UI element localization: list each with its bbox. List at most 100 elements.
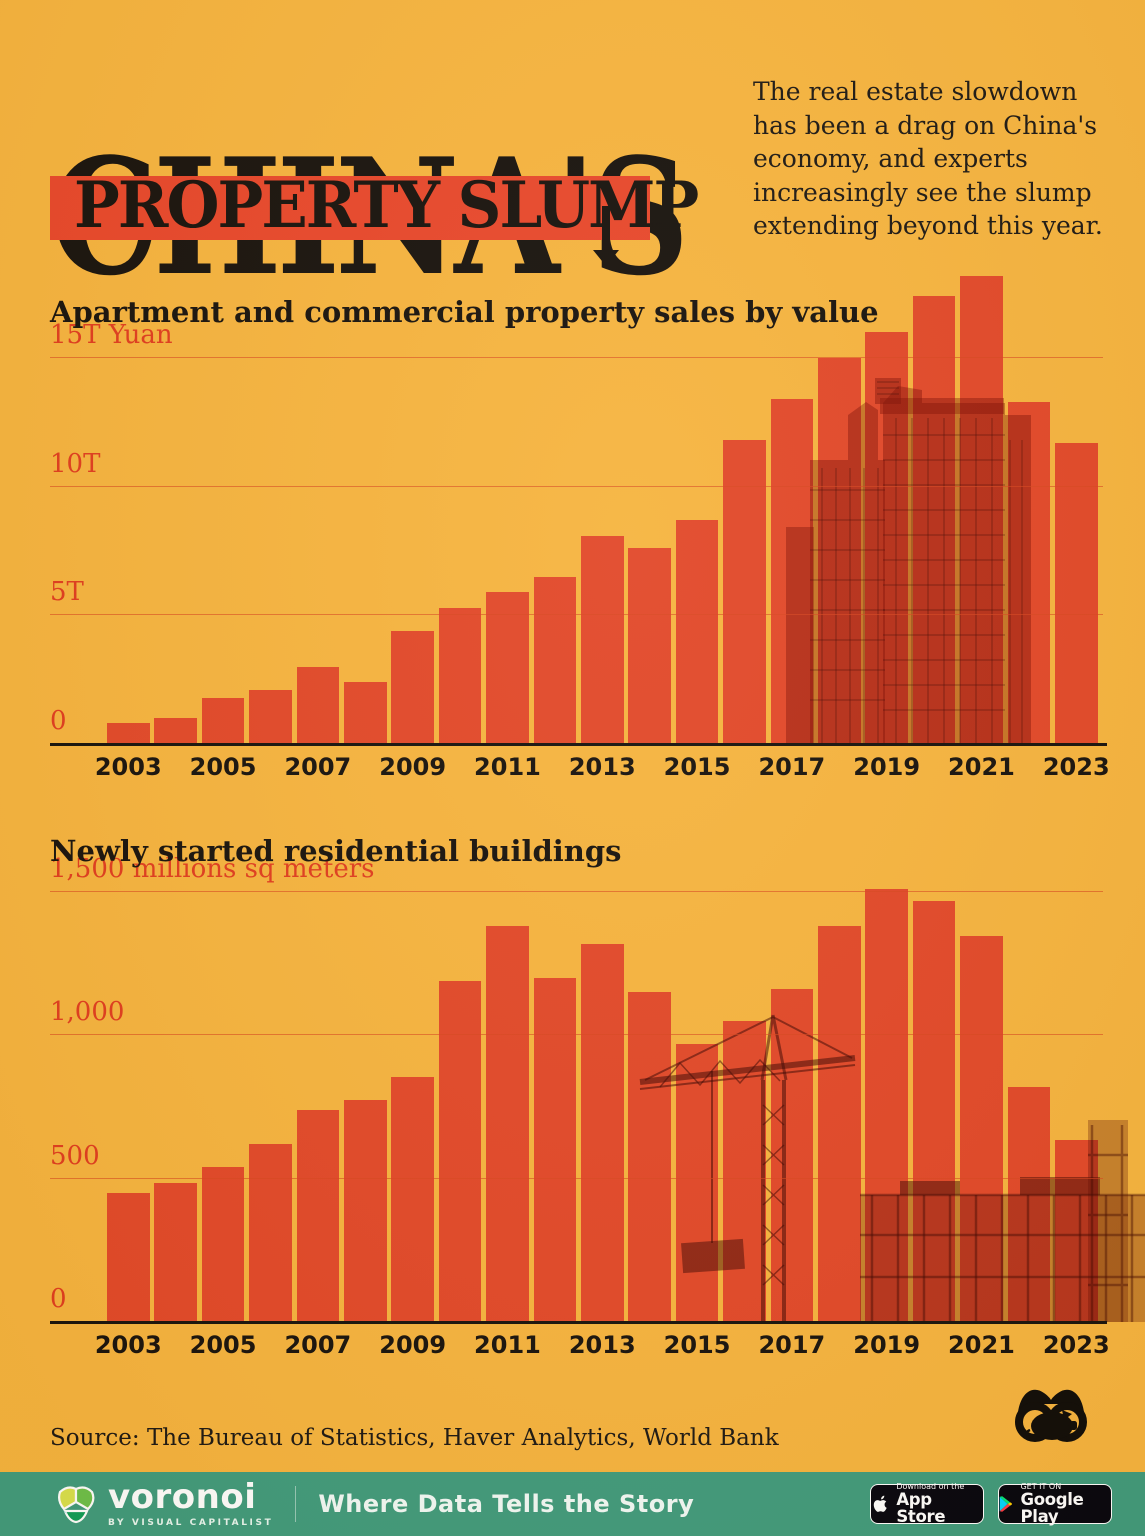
bar-2008	[344, 1100, 387, 1322]
bar-2016	[723, 440, 766, 744]
x-axis-label-2019: 2019	[853, 1331, 921, 1359]
gridline-15	[50, 357, 1103, 358]
voronoi-brand-text: voronoi	[108, 1477, 257, 1517]
x-axis-label-2021: 2021	[948, 1331, 1015, 1359]
x-axis-label-2015: 2015	[663, 753, 731, 781]
x-axis-label-2017: 2017	[758, 1331, 826, 1359]
x-axis-label-2009: 2009	[379, 1331, 447, 1359]
bar-2009	[391, 1077, 434, 1322]
bar-2014	[628, 992, 671, 1322]
bar-2019	[865, 332, 908, 744]
chart2-plot: 1,500 millions sq meters 1,000 500 0 2003 200…	[50, 854, 1110, 1359]
bar-2017	[770, 989, 814, 1322]
x-axis-label-2023: 2023	[1042, 1331, 1110, 1359]
footer-divider	[295, 1486, 297, 1522]
y-axis-label: 500	[50, 1141, 100, 1171]
bar-2007	[296, 1110, 340, 1322]
x-axis-label-2023: 2023	[1042, 753, 1110, 781]
bar-2003	[107, 723, 150, 744]
y-axis-label: 10T	[50, 449, 101, 479]
bar-2021	[960, 936, 1003, 1322]
voronoi-logo-icon	[58, 1486, 95, 1524]
google-play-badge-line2: Google Play	[1020, 1489, 1084, 1527]
bar-2006	[249, 1144, 292, 1322]
bar-2023	[1055, 443, 1098, 744]
chart2-title: Newly started residential buildings	[50, 834, 622, 869]
y-axis-label: 0	[50, 706, 67, 736]
apple-icon	[873, 1495, 887, 1512]
x-axis-line	[50, 1321, 1108, 1324]
bar-2003	[107, 1193, 150, 1322]
x-axis-label-2011: 2011	[474, 753, 541, 781]
bar-2011	[486, 592, 529, 744]
bar-2021	[960, 276, 1003, 744]
footer-bar: voronoi BY VISUAL CAPITALIST Where Data …	[0, 1472, 1145, 1536]
y-axis-label: 1,000	[50, 997, 125, 1027]
bar-2022	[1007, 1087, 1051, 1322]
artist-owl-logo	[1015, 1389, 1087, 1442]
bar-2020	[912, 296, 956, 744]
x-axis-label-2021: 2021	[948, 753, 1015, 781]
app-store-badge-line1: Download on the	[896, 1481, 965, 1491]
bar-2010	[438, 608, 482, 744]
bar-2009	[391, 631, 434, 744]
bar-2013	[581, 944, 624, 1322]
bar-2015	[675, 520, 719, 744]
gridline-500	[50, 1178, 1103, 1179]
page-subtitle: PROPERTY SLUMP	[74, 168, 699, 243]
y-axis-label: 0	[50, 1284, 67, 1314]
bar-2012	[533, 978, 577, 1322]
bar-2004	[154, 718, 197, 744]
gridline-1000	[50, 1034, 1103, 1035]
bar-2006	[249, 690, 292, 744]
google-play-badge-line1: GET IT ON	[1020, 1481, 1062, 1491]
chart1-title: Apartment and commercial property sales …	[50, 295, 879, 330]
x-axis-label-2013: 2013	[568, 753, 636, 781]
bar-2018	[818, 926, 861, 1322]
bar-2017	[770, 399, 814, 744]
source-credit: Source: The Bureau of Statistics, Haver …	[50, 1425, 779, 1451]
x-axis-label-2007: 2007	[284, 1331, 352, 1359]
x-axis-line	[50, 743, 1108, 746]
voronoi-wordmark: voronoi BY VISUAL CAPITALIST	[108, 1480, 273, 1528]
bar-2019	[865, 889, 908, 1322]
gridline-5	[50, 614, 1103, 615]
chart1-plot: 15T Yuan 10T 5T 0 2003 2005 2007 2009 2011 2013 20…	[50, 260, 1110, 781]
gridline-1500	[50, 891, 1103, 892]
gridline-10	[50, 486, 1103, 487]
x-axis-label-2005: 2005	[189, 753, 257, 781]
bar-2018	[818, 358, 861, 744]
y-axis-label: 15T Yuan	[50, 320, 173, 350]
x-axis-label-2007: 2007	[284, 753, 352, 781]
intro-paragraph: The real estate slowdown has been a drag…	[753, 77, 1103, 240]
voronoi-byline: BY VISUAL CAPITALIST	[108, 1518, 274, 1528]
bar-2013	[581, 536, 624, 744]
x-axis-label-2005: 2005	[189, 1331, 257, 1359]
down-arrow-icon	[602, 206, 610, 252]
google-play-badge[interactable]: GET IT ON Google Play	[998, 1481, 1112, 1527]
x-axis-label-2015: 2015	[663, 1331, 731, 1359]
x-axis-label-2013: 2013	[568, 1331, 636, 1359]
page-subtitle-banner: PROPERTY SLUMP	[50, 168, 699, 266]
footer-tagline: Where Data Tells the Story	[318, 1490, 695, 1518]
app-store-badge-line2: App Store	[896, 1489, 946, 1527]
down-arrow-icon	[593, 250, 619, 266]
bar-2012	[533, 577, 577, 744]
x-axis-label-2009: 2009	[379, 753, 447, 781]
y-axis-label: 5T	[50, 577, 84, 607]
y-axis-label: 1,500 millions sq meters	[50, 854, 375, 884]
bar-2005	[201, 1167, 245, 1322]
bar-2011	[486, 926, 529, 1322]
app-store-badge[interactable]: Download on the App Store	[870, 1481, 984, 1527]
x-axis-label-2003: 2003	[94, 1331, 162, 1359]
google-play-icon	[999, 1496, 1013, 1512]
bar-2004	[154, 1183, 197, 1322]
bar-2016	[723, 1021, 766, 1322]
bar-2010	[438, 981, 482, 1322]
x-axis-label-2017: 2017	[758, 753, 826, 781]
bar-2020	[912, 901, 956, 1322]
bar-2005	[201, 698, 245, 744]
bar-2007	[296, 667, 340, 744]
x-axis-label-2011: 2011	[474, 1331, 541, 1359]
